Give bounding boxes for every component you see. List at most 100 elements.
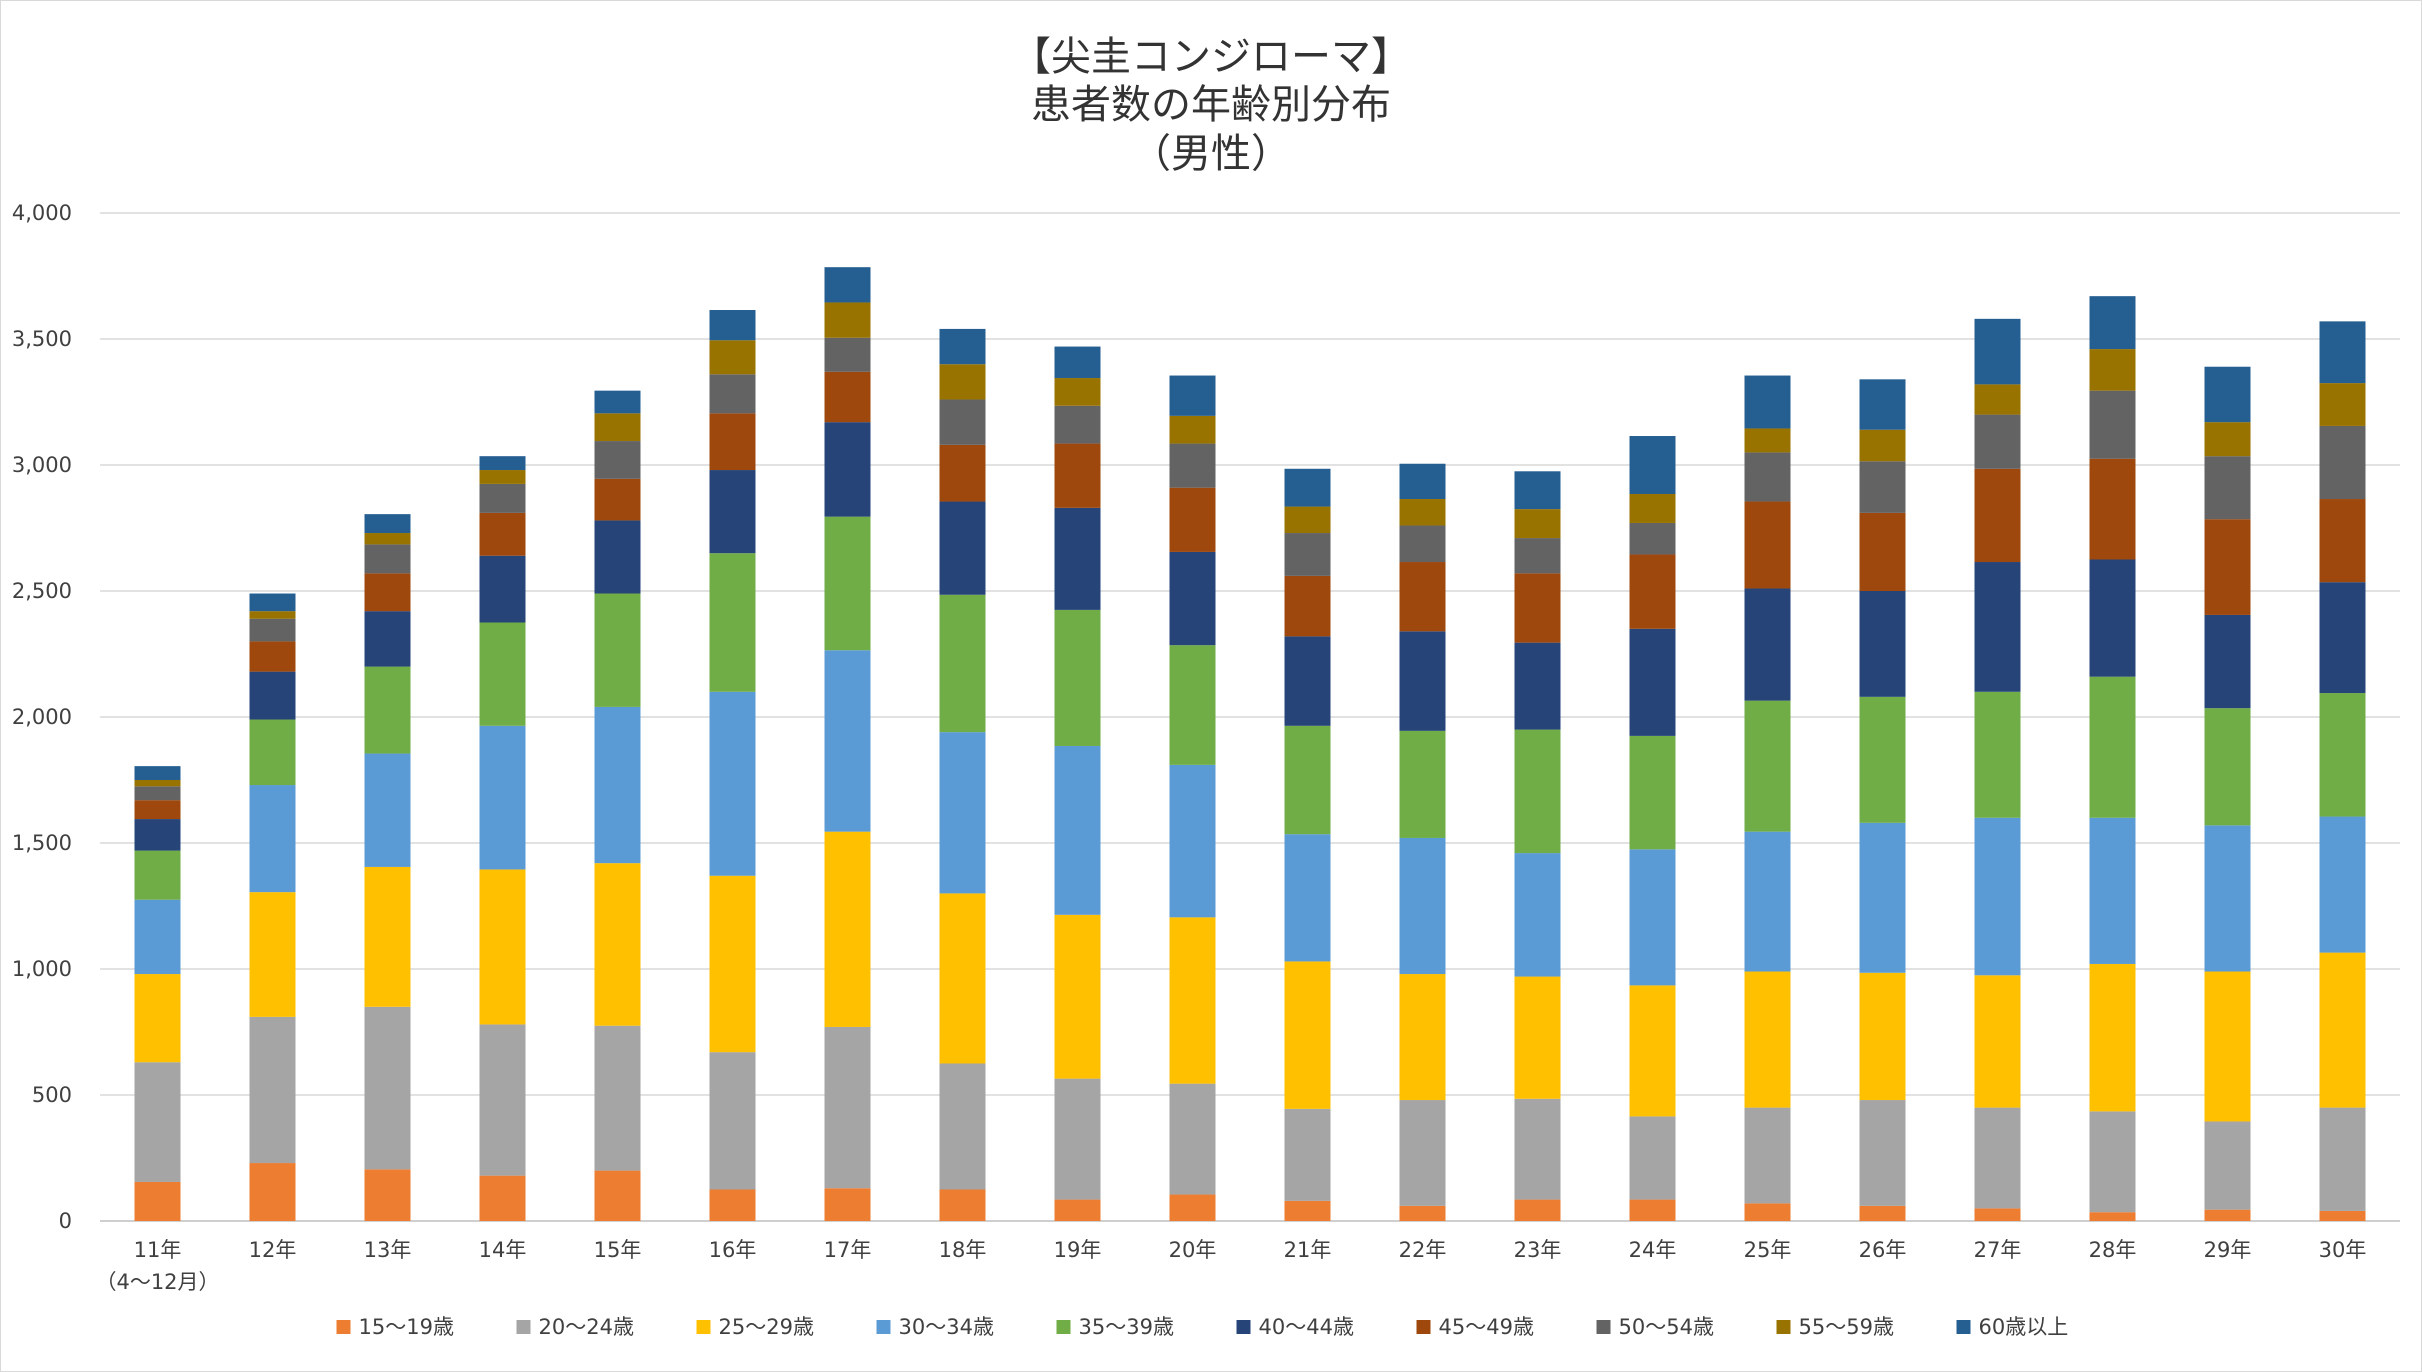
bar-segment: [134, 819, 181, 851]
bar-segment: [709, 374, 756, 414]
bar-segment: [364, 753, 411, 867]
bar-segment: [2319, 693, 2366, 817]
x-tick-label: 25年: [1744, 1238, 1792, 1262]
bar-segment: [364, 573, 411, 612]
y-tick-label: 4,000: [12, 201, 72, 225]
bar-segment: [1974, 562, 2021, 692]
x-tick-label: 22年: [1399, 1238, 1447, 1262]
bar-segment: [364, 514, 411, 534]
bar-segment: [2204, 825, 2251, 972]
legend-swatch: [1956, 1320, 1971, 1334]
legend-swatch: [336, 1320, 351, 1334]
bar-segment: [479, 869, 526, 1025]
bar-segment: [1054, 405, 1101, 444]
bar-segment: [2204, 422, 2251, 457]
legend-swatch: [1776, 1320, 1791, 1334]
bar-segment: [1629, 1199, 1676, 1221]
bar-segment: [1629, 849, 1676, 986]
bar-segment: [709, 310, 756, 341]
bar-segment: [1974, 817, 2021, 976]
bar-segment: [1054, 507, 1101, 610]
bar-segment: [709, 1189, 756, 1221]
chart-title-line-2: 患者数の年齢別分布: [1031, 82, 1391, 128]
bar-segment: [364, 666, 411, 754]
x-tick-label: 27年: [1974, 1238, 2022, 1262]
y-tick-label: 1,000: [12, 957, 72, 981]
bar-segment: [1514, 729, 1561, 854]
legend-label: 20～24歳: [539, 1315, 634, 1339]
bar-segment: [1169, 917, 1216, 1084]
bar-segment: [134, 786, 181, 801]
legend-label: 55～59歳: [1799, 1315, 1894, 1339]
bar-segment: [824, 516, 871, 651]
bar-segment: [939, 364, 986, 400]
bar-segment: [1169, 375, 1216, 416]
y-tick-label: 3,000: [12, 453, 72, 477]
bar-segment: [1974, 691, 2021, 818]
bar-segment: [2089, 296, 2136, 350]
bar-segment: [1284, 1200, 1331, 1221]
bar-segment: [134, 1181, 181, 1221]
bar-segment: [939, 1063, 986, 1190]
bar-segment: [2319, 816, 2366, 953]
bar-segment: [2089, 676, 2136, 818]
bar-segment: [2204, 971, 2251, 1122]
bar-segment: [1399, 1205, 1446, 1221]
legend-swatch: [696, 1320, 711, 1334]
bar-segment: [1284, 468, 1331, 507]
bar-segment: [1629, 554, 1676, 629]
bar-segment: [2319, 499, 2366, 583]
bar-segment: [1284, 834, 1331, 962]
bar-segment: [594, 1170, 641, 1221]
x-tick-label: 29年: [2204, 1238, 2252, 1262]
bar-segment: [1054, 914, 1101, 1079]
x-tick-label: 13年: [364, 1238, 412, 1262]
x-tick-label: 16年: [709, 1238, 757, 1262]
bar-segment: [1859, 1100, 1906, 1206]
bar-segment: [1514, 853, 1561, 977]
bar-segment: [1399, 730, 1446, 838]
x-tick-label: 18年: [939, 1238, 987, 1262]
legend-label: 30～34歳: [899, 1315, 994, 1339]
bar-segment: [1399, 499, 1446, 526]
bar-segment: [479, 725, 526, 870]
bar-segment: [1629, 628, 1676, 736]
bar-segment: [2319, 582, 2366, 694]
bar-segment: [1859, 822, 1906, 973]
x-tick-label: 30年: [2319, 1238, 2367, 1262]
legend-swatch: [1416, 1320, 1431, 1334]
bar-segment: [709, 470, 756, 554]
legend-label: 50～54歳: [1619, 1315, 1714, 1339]
bar-segment: [1859, 1205, 1906, 1221]
bar-segment: [134, 974, 181, 1063]
bar-segment: [1859, 512, 1906, 591]
bar-segment: [1399, 631, 1446, 731]
bar-segment: [364, 533, 411, 545]
legend-swatch: [1056, 1320, 1071, 1334]
legend-label: 45～49歳: [1439, 1315, 1534, 1339]
bar-segment: [134, 850, 181, 900]
x-tick-label: 15年: [594, 1238, 642, 1262]
bar-segment: [479, 1175, 526, 1221]
bar-segment: [1169, 443, 1216, 488]
bar-segment: [594, 413, 641, 442]
bar-segment: [479, 555, 526, 623]
bar-segment: [2319, 425, 2366, 500]
bar-segment: [249, 641, 296, 672]
bar-segment: [1744, 501, 1791, 589]
bar-segment: [939, 893, 986, 1064]
bar-segment: [2319, 952, 2366, 1108]
bar-segment: [2319, 383, 2366, 426]
bar-segment: [1974, 318, 2021, 385]
x-tick-label: 12年: [249, 1238, 297, 1262]
legend-swatch: [516, 1320, 531, 1334]
bar-segment: [134, 780, 181, 787]
bar-segment: [2204, 614, 2251, 709]
bar-segment: [594, 478, 641, 521]
bar-segment: [1284, 961, 1331, 1109]
x-tick-label: 14年: [479, 1238, 527, 1262]
bar-segment: [249, 593, 296, 612]
y-tick-label: 1,500: [12, 831, 72, 855]
bar-segment: [824, 371, 871, 423]
bar-segment: [2089, 349, 2136, 391]
